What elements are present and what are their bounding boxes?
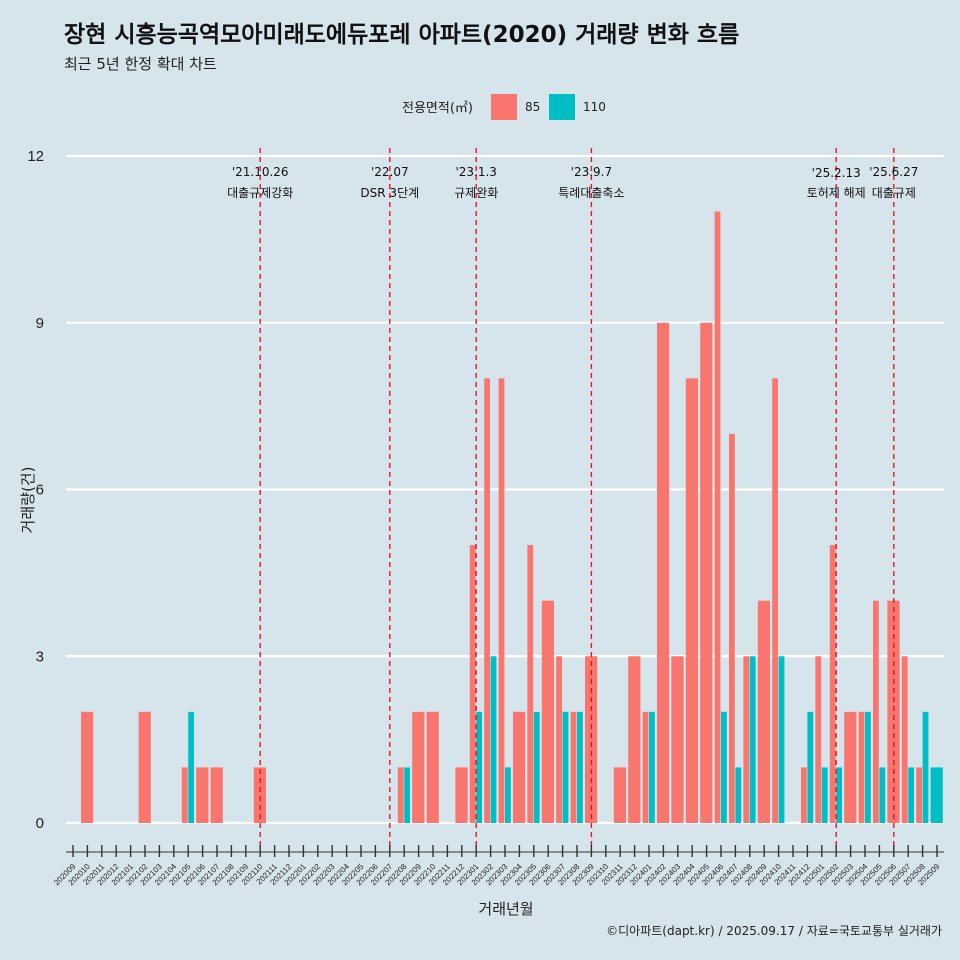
bar-110-202505	[879, 767, 886, 823]
legend-label-85: 85	[525, 100, 540, 114]
bar-85-202102	[138, 711, 151, 823]
bar-85-202110	[253, 767, 266, 823]
bar-85-202404	[685, 378, 698, 823]
legend-title: 전용면적(㎡)	[402, 101, 473, 116]
event-label: 대출규제강화	[227, 186, 293, 200]
bar-110-202407	[735, 767, 742, 823]
event-date: '25.6.27	[869, 165, 918, 179]
bar-85-202501	[815, 656, 822, 823]
legend: 전용면적(㎡) 85 110	[402, 94, 606, 120]
bar-85-202412	[801, 767, 807, 823]
chart-subtitle: 최근 5년 한정 확대 차트	[64, 55, 217, 73]
bar-110-202410	[778, 656, 785, 823]
bar-110-202507	[908, 767, 914, 823]
event-date: '23.1.3	[455, 165, 496, 179]
bar-85-202507	[901, 656, 908, 823]
bar-110-202412	[807, 711, 814, 823]
bar-110-202406	[721, 711, 727, 823]
y-tick-label: 12	[27, 148, 44, 165]
bar-85-202402	[657, 322, 670, 823]
y-tick-label: 0	[36, 815, 44, 832]
bar-110-202504	[865, 711, 871, 823]
bar-85-202105	[181, 767, 188, 823]
bar-85-202407	[729, 433, 735, 823]
bar-110-202308	[577, 711, 583, 823]
bar-85-202305	[527, 545, 534, 823]
bar-85-202010	[81, 711, 94, 823]
bar-110-202301	[476, 711, 482, 823]
bar-110-202502	[836, 767, 842, 823]
bar-85-202107	[210, 767, 223, 823]
bar-85-202212	[455, 767, 468, 823]
bar-85-202304	[513, 711, 526, 823]
x-axis-label: 거래년월	[478, 900, 533, 918]
bar-85-202405	[700, 322, 713, 823]
bar-110-202302	[490, 656, 497, 823]
y-tick-label: 6	[36, 482, 44, 499]
bar-110-202305	[533, 711, 540, 823]
y-axis-ticks: 0 3 6 9 12	[27, 148, 44, 832]
event-label: 규제완화	[454, 186, 498, 200]
y-tick-label: 3	[36, 648, 44, 665]
bar-110-202303	[505, 767, 511, 823]
gridlines	[66, 154, 944, 825]
event-date: '21.10.26	[232, 165, 289, 179]
bar-85-202308	[570, 711, 577, 823]
event-date: '22.07	[371, 165, 409, 179]
caption: ©디아파트(dapt.kr) / 2025.09.17 / 자료=국토교통부 실…	[606, 924, 942, 938]
bar-85-202302	[484, 378, 490, 823]
y-tick-label: 9	[36, 315, 44, 332]
bar-85-202409	[757, 600, 770, 823]
legend-label-110: 110	[583, 100, 606, 114]
bar-85-202303	[498, 378, 505, 823]
bar-85-202403	[671, 656, 684, 823]
bar-85-202306	[541, 600, 554, 823]
bar-85-202408	[743, 656, 750, 823]
legend-swatch-110	[549, 94, 575, 120]
chart-title: 장현 시흥능곡역모아미래도에듀포레 아파트(2020) 거래량 변화 흐름	[64, 22, 739, 48]
bar-85-202401	[642, 711, 649, 823]
bar-85-202301	[469, 545, 476, 823]
bars	[81, 211, 943, 824]
bar-85-202311	[613, 767, 626, 823]
bar-85-202410	[772, 378, 778, 823]
bar-85-202502	[829, 545, 836, 823]
event-markers: '21.10.26 대출규제강화 '22.07 DSR 3단계 '23.1.3 규제완화 '…	[227, 148, 918, 852]
event-label: 대출규제	[872, 186, 916, 200]
bar-85-202503	[844, 711, 857, 823]
event-date: '25.2.13	[812, 166, 861, 180]
bar-85-202309	[585, 656, 598, 823]
bar-85-202210	[426, 711, 439, 823]
bar-110-202509	[930, 767, 943, 823]
bar-85-202406	[714, 211, 721, 824]
bar-85-202504	[858, 711, 865, 823]
y-axis-label: 거래량(건)	[19, 467, 37, 534]
bar-110-202307	[562, 711, 569, 823]
event-label: DSR 3단계	[360, 186, 419, 200]
bar-85-202106	[196, 767, 209, 823]
bar-85-202312	[628, 656, 641, 823]
bar-110-202501	[821, 767, 828, 823]
event-label: 특례대출축소	[558, 186, 624, 200]
bar-85-202508	[916, 767, 922, 823]
bar-85-202209	[412, 711, 425, 823]
bar-110-202208	[404, 767, 410, 823]
bar-110-202408	[749, 656, 756, 823]
bar-110-202105	[188, 711, 194, 823]
bar-85-202505	[873, 600, 879, 823]
bar-110-202508	[922, 711, 929, 823]
legend-swatch-85	[491, 94, 517, 120]
event-label: 토허제 해제	[807, 186, 866, 200]
bar-110-202401	[649, 711, 655, 823]
bar-85-202307	[556, 656, 562, 823]
event-date: '23.9.7	[571, 165, 612, 179]
bar-85-202208	[397, 767, 404, 823]
bar-85-202506	[887, 600, 900, 823]
x-axis: 2020092020102020112020122021012021022021…	[52, 845, 944, 887]
